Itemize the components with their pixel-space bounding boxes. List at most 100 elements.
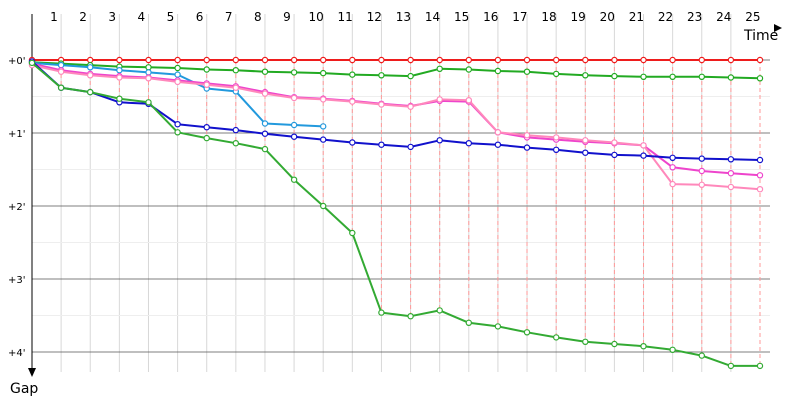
x-tick-label: 2 xyxy=(79,10,87,24)
data-point xyxy=(378,56,385,64)
data-point xyxy=(436,137,443,144)
data-point xyxy=(553,70,560,78)
data-point xyxy=(203,134,210,142)
data-point xyxy=(86,64,94,71)
y-tick-label: +3' xyxy=(8,275,26,286)
data-point xyxy=(203,56,210,64)
data-point xyxy=(553,56,560,64)
data-point xyxy=(523,131,531,139)
data-point xyxy=(290,56,298,64)
data-point xyxy=(698,167,706,175)
y-tick-label: +1' xyxy=(8,129,26,140)
x-tick-label: 11 xyxy=(338,10,353,24)
data-point xyxy=(290,94,298,102)
data-point xyxy=(320,69,327,77)
data-point xyxy=(290,121,298,129)
data-point xyxy=(407,103,414,110)
y-tick-label: +4' xyxy=(8,348,26,359)
data-point xyxy=(232,84,239,91)
data-point xyxy=(290,176,298,183)
x-tick-label: 5 xyxy=(167,10,175,24)
data-point xyxy=(465,319,472,326)
data-point xyxy=(407,143,414,151)
data-point xyxy=(494,141,502,148)
data-point xyxy=(57,68,65,75)
data-point xyxy=(57,84,65,91)
data-point xyxy=(232,139,239,147)
data-point xyxy=(145,99,152,106)
data-point xyxy=(582,56,589,64)
x-tick-label: 13 xyxy=(396,10,411,24)
data-point xyxy=(465,96,472,104)
x-tick-label: 3 xyxy=(108,10,116,24)
data-point xyxy=(116,66,123,74)
data-point xyxy=(116,56,123,64)
data-point xyxy=(320,136,327,143)
data-point xyxy=(523,144,531,151)
data-point xyxy=(494,323,502,330)
data-point xyxy=(553,134,560,141)
data-point xyxy=(261,120,269,127)
data-point xyxy=(756,185,764,193)
x-tick-label: 8 xyxy=(254,10,262,24)
data-point xyxy=(232,56,239,64)
x-tick-label: 9 xyxy=(283,10,291,24)
data-point xyxy=(611,56,618,64)
data-point xyxy=(261,145,269,153)
data-point xyxy=(261,130,269,137)
y-tick-label: +2' xyxy=(8,202,26,213)
data-point xyxy=(378,72,385,79)
x-tick-label: 21 xyxy=(629,10,644,24)
data-point xyxy=(407,72,414,80)
x-tick-label: 15 xyxy=(454,10,469,24)
data-point xyxy=(407,313,414,320)
data-point xyxy=(669,164,676,171)
data-point xyxy=(232,126,239,134)
x-tick-label: 24 xyxy=(716,10,731,24)
data-point xyxy=(494,129,502,136)
data-point xyxy=(465,139,472,147)
x-tick-label: 17 xyxy=(512,10,527,24)
x-tick-label: 25 xyxy=(745,10,760,24)
data-point xyxy=(756,75,764,82)
data-point xyxy=(553,334,560,341)
data-point xyxy=(611,340,618,348)
data-point xyxy=(523,329,531,336)
data-point xyxy=(611,139,618,146)
data-point xyxy=(116,74,123,81)
x-tick-label: 16 xyxy=(483,10,498,24)
data-point xyxy=(698,56,706,64)
data-point xyxy=(727,362,735,370)
data-point xyxy=(174,78,181,86)
data-point xyxy=(290,69,298,76)
data-point xyxy=(349,56,356,64)
data-point xyxy=(436,96,443,103)
data-point xyxy=(465,66,472,73)
data-point xyxy=(611,72,618,80)
data-point xyxy=(611,151,618,159)
data-point xyxy=(640,343,647,350)
data-point xyxy=(203,81,210,89)
x-tick-label: 20 xyxy=(600,10,615,24)
data-point xyxy=(28,59,36,67)
data-point xyxy=(290,133,298,140)
data-point xyxy=(57,61,65,69)
data-point xyxy=(494,56,502,64)
data-point xyxy=(320,56,327,64)
data-point xyxy=(698,181,706,188)
data-point xyxy=(669,56,676,64)
x-tick-label: 23 xyxy=(687,10,702,24)
data-point xyxy=(378,309,385,316)
tick-labels: 1 2 3 4 5 6 7 8 9 10 11 12 13 14 15 16 17 18 19 20 21 22 23 24 2… xyxy=(8,10,761,359)
data-point xyxy=(669,346,676,353)
data-point xyxy=(203,66,210,73)
data-point xyxy=(320,202,327,210)
x-tick-label: 6 xyxy=(196,10,204,24)
data-point xyxy=(727,74,735,81)
data-point xyxy=(145,56,152,64)
data-point xyxy=(436,307,443,314)
data-point xyxy=(727,169,735,177)
x-tick-label: 14 xyxy=(425,10,440,24)
